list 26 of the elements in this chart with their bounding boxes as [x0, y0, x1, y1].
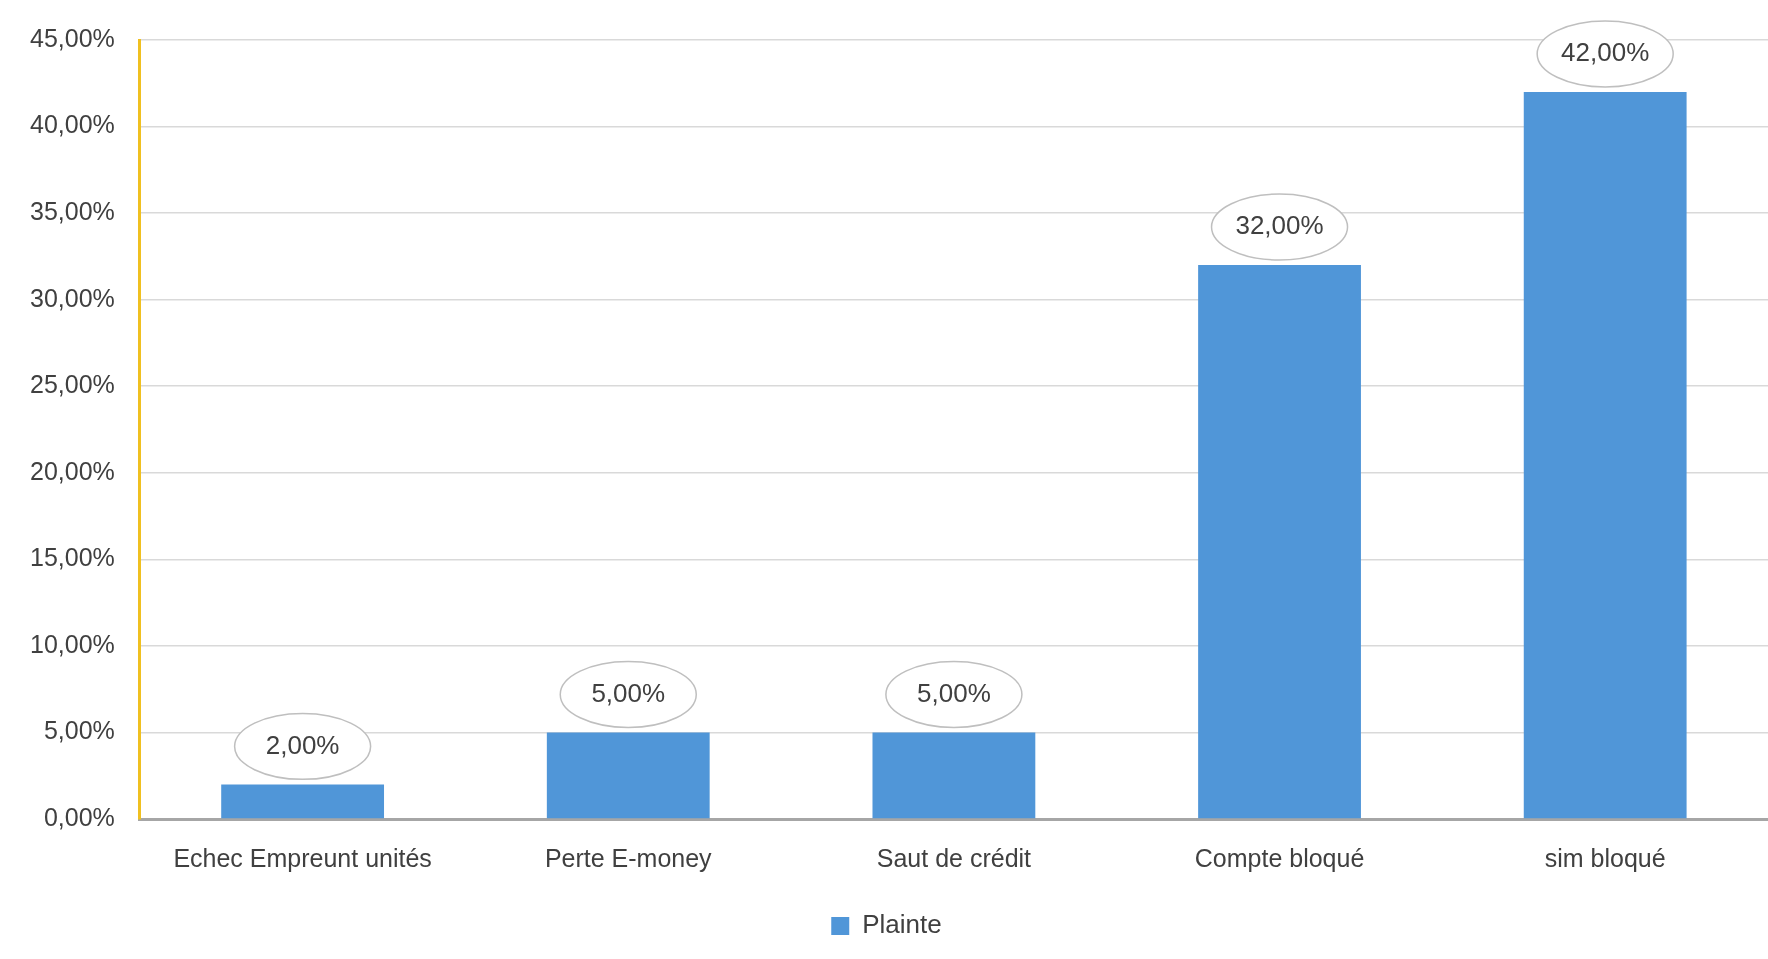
y-tick-label: 0,00% [43, 802, 115, 831]
legend-label: Plainte [862, 909, 942, 940]
bar [1523, 91, 1687, 819]
y-tick-label: 25,00% [29, 370, 115, 399]
y-tick-label: 35,00% [29, 197, 115, 225]
y-tick-label: 40,00% [29, 110, 115, 139]
bar [546, 732, 710, 819]
x-tick-label: Compte bloqué [1194, 843, 1365, 872]
data-label: 2,00% [265, 729, 340, 760]
y-tick-label: 30,00% [29, 283, 115, 312]
data-label: 32,00% [1235, 210, 1324, 241]
bar [872, 732, 1036, 819]
data-label: 5,00% [917, 677, 991, 708]
data-label: 5,00% [591, 677, 666, 708]
y-tick-label: 15,00% [29, 543, 115, 572]
x-tick-label: Perte E-money [544, 843, 713, 872]
y-tick-label: 5,00% [43, 716, 115, 745]
data-label: 42,00% [1561, 37, 1650, 68]
bar [221, 784, 385, 819]
y-tick-label: 20,00% [29, 456, 115, 485]
x-tick-label: Echec Empreunt unités [173, 843, 432, 872]
y-tick-label: 45,00% [29, 23, 115, 52]
bar [1198, 265, 1361, 819]
x-tick-label: sim bloqué [1544, 843, 1666, 872]
y-tick-label: 10,00% [29, 629, 115, 658]
x-tick-label: Saut de crédit [876, 843, 1032, 872]
